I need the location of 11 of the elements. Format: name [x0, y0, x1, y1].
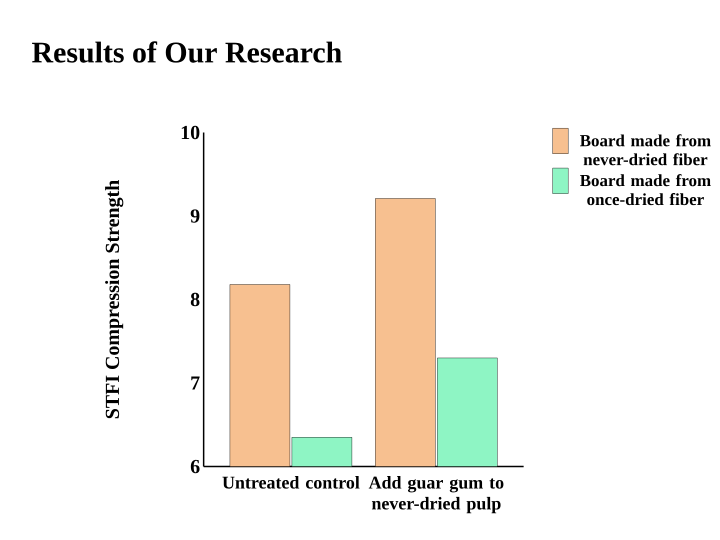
y-tick-label: 9: [190, 209, 200, 223]
x-tick-label: Add guar gum to never-dried pulp: [368, 476, 504, 514]
y-tick-label: 10: [182, 126, 200, 140]
y-tick-label: 7: [191, 376, 200, 390]
y-axis-title: STFI Compression Strength: [105, 180, 124, 418]
legend-label: Board made from once-dried fiber: [580, 174, 711, 206]
y-tick-label: 8: [190, 292, 200, 306]
legend-label: Board made from never-dried fiber: [580, 134, 711, 166]
chart-title: Results of Our Research: [32, 41, 342, 63]
y-tick-label: 6: [190, 460, 200, 474]
x-tick-label: Untreated control: [222, 476, 360, 489]
